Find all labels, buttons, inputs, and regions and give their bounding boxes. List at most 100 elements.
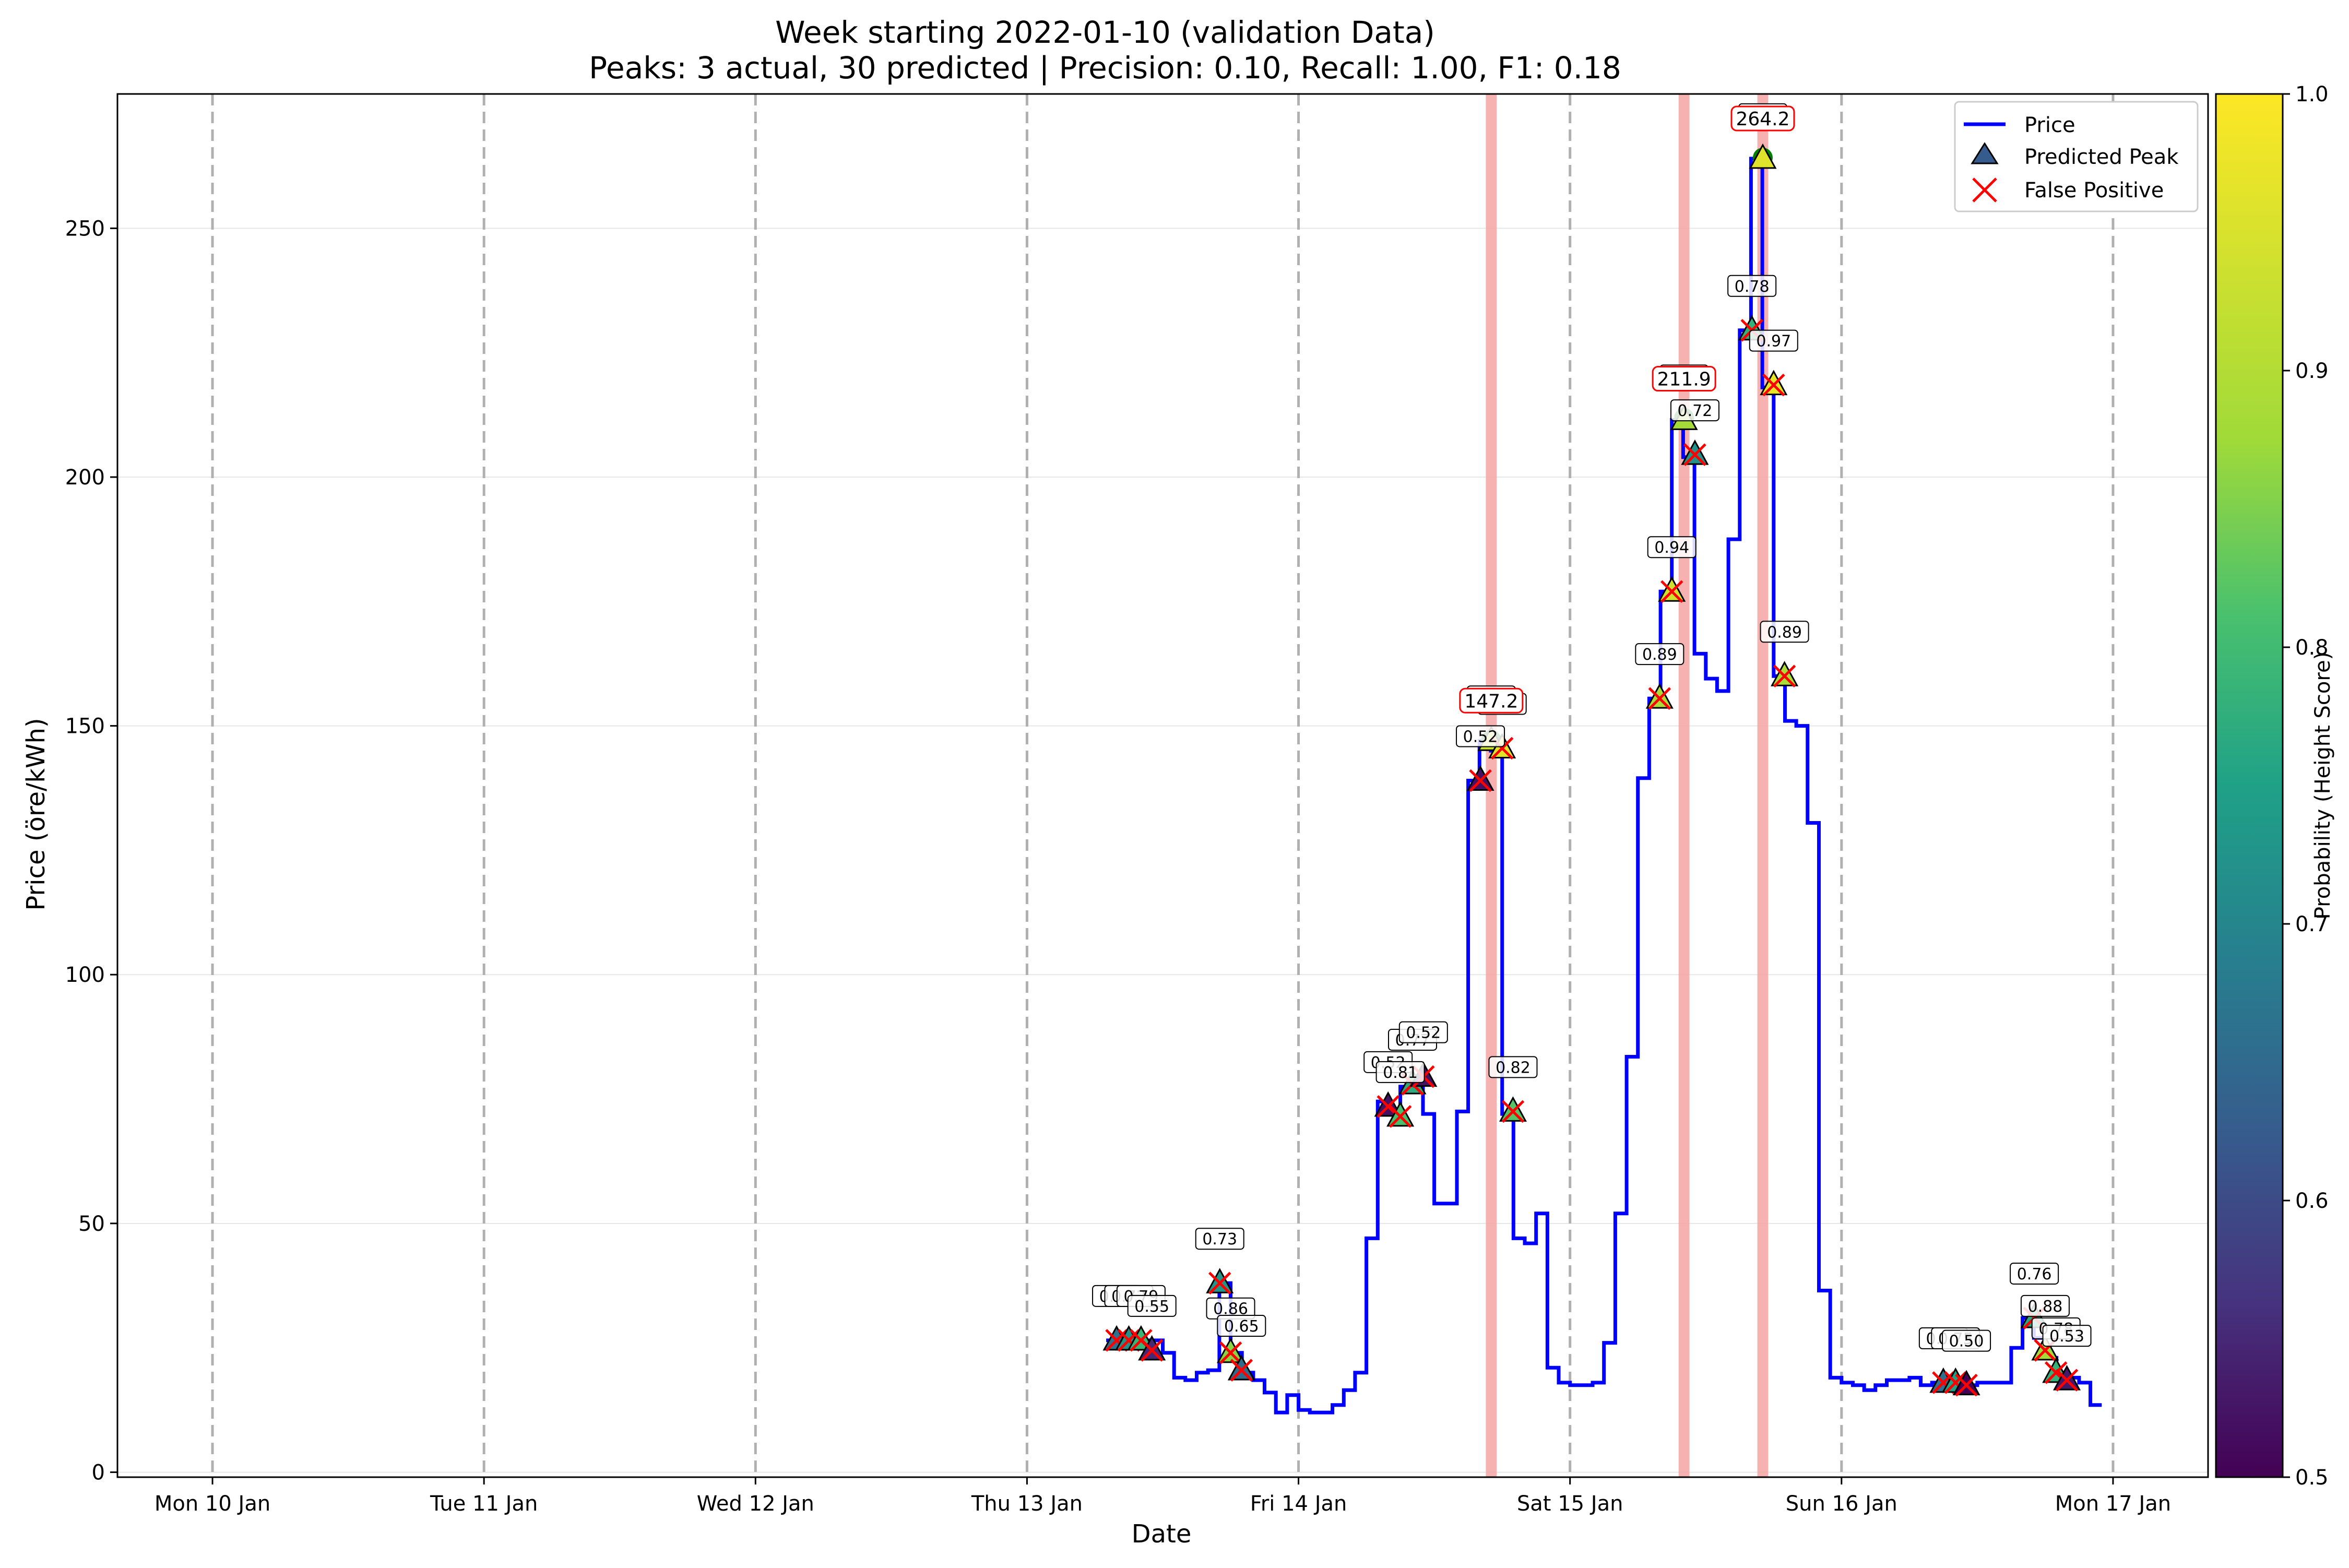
x-tick-label: Mon 17 Jan xyxy=(2055,1492,2171,1516)
legend-predicted-peak-marker xyxy=(1971,142,1999,164)
false-positive-marker xyxy=(1955,1373,1978,1397)
plot-frame xyxy=(116,93,2209,1478)
probability-label: 0.97 xyxy=(1756,332,1791,351)
false-positive-stroke xyxy=(1683,443,1706,466)
y-tick-label: 250 xyxy=(65,217,105,241)
y-tick-label: 150 xyxy=(65,715,105,739)
colorbar-tick-label: 0.9 xyxy=(2295,359,2329,383)
probability-label: 0.50 xyxy=(1949,1333,1984,1351)
probability-label-box xyxy=(2042,1325,2092,1347)
actual-peak-label-box xyxy=(1730,105,1795,132)
false-positive-marker xyxy=(1389,1105,1412,1128)
predicted-peak-marker xyxy=(1749,143,1777,169)
probability-label-box xyxy=(2020,1294,2070,1317)
probability-label-box xyxy=(1635,643,1684,666)
predicted-peak-marker xyxy=(2053,1364,2081,1391)
probability-label: 0.89 xyxy=(1767,623,1802,642)
x-tick-label: Sun 16 Jan xyxy=(1786,1492,1897,1516)
probability-label: 0.52 xyxy=(1463,728,1498,746)
probability-label: 0.72 xyxy=(1678,402,1713,420)
predicted-peak-marker xyxy=(1645,683,1674,709)
probability-label: 0.94 xyxy=(1654,539,1689,557)
legend-box xyxy=(1954,101,2199,212)
colorbar-tick-label: 0.5 xyxy=(2295,1466,2329,1490)
y-tick-label: 50 xyxy=(78,1212,105,1236)
probability-label-box xyxy=(1488,1056,1538,1078)
predicted-peak-marker xyxy=(1771,661,1799,686)
false-positive-stroke xyxy=(1377,1095,1399,1118)
colorbar-tick-label: 0.7 xyxy=(2295,912,2329,936)
legend-predicted-peak-label: Predicted Peak xyxy=(2024,145,2179,169)
false-positive-marker xyxy=(1683,443,1706,466)
predicted-peak-marker xyxy=(1386,1101,1415,1127)
colorbar-gradient xyxy=(2215,93,2284,1478)
colorbar-tick-label: 0.6 xyxy=(2295,1189,2329,1213)
false-positive-marker xyxy=(1660,580,1683,603)
actual-peak-label: 264.2 xyxy=(1736,109,1789,130)
predicted-peak-marker xyxy=(1681,439,1709,465)
predicted-peak-marker xyxy=(1227,1355,1255,1381)
false-positive-stroke xyxy=(1230,1359,1253,1382)
predicted-peak-marker xyxy=(1466,765,1494,791)
false-positive-marker xyxy=(1773,664,1796,688)
false-positive-stroke xyxy=(1660,580,1683,603)
false-positive-stroke xyxy=(2044,1361,2068,1384)
x-tick-label: Thu 13 Jan xyxy=(971,1492,1083,1516)
probability-label-box xyxy=(1195,1228,1244,1250)
probability-label-box xyxy=(1217,1315,1266,1337)
false-positive-marker xyxy=(1230,1359,1253,1382)
probability-label: 0.73 xyxy=(1202,1230,1237,1249)
probability-label-box xyxy=(1375,1061,1425,1083)
predicted-peak-marker xyxy=(1499,1096,1527,1122)
predicted-peak-marker xyxy=(1760,370,1788,396)
chart-title: Week starting 2022-01-10 (validation Dat… xyxy=(775,15,1435,50)
legend-price-label: Price xyxy=(2024,113,2075,137)
price-line xyxy=(1106,157,2102,1415)
probability-label: 0.82 xyxy=(1496,1059,1531,1077)
probability-label-box xyxy=(1670,399,1719,422)
false-positive-stroke xyxy=(1389,1105,1412,1128)
actual-peak-label-box xyxy=(1652,366,1716,392)
probability-label: 0.52 xyxy=(1406,1024,1441,1042)
y-axis-label: Price (öre/kWh) xyxy=(21,718,51,910)
false-positive-stroke xyxy=(1219,1341,1242,1364)
false-positive-stroke xyxy=(1469,769,1492,792)
probability-label-box xyxy=(1942,1329,1991,1352)
false-positive-marker xyxy=(1219,1341,1242,1364)
probability-label-box xyxy=(1647,536,1696,559)
probability-label-box xyxy=(1456,725,1505,747)
probability-label-box xyxy=(1760,621,1809,643)
colorbar-tick-label: 1.0 xyxy=(2295,82,2329,106)
probability-label: 0.81 xyxy=(1383,1064,1418,1082)
false-positive-marker xyxy=(1140,1339,1164,1362)
colorbar-label: Probability (Height Score) xyxy=(2311,652,2335,919)
false-positive-stroke xyxy=(1773,664,1796,688)
probability-label-box xyxy=(1398,1021,1448,1043)
legend-false-positive-marker xyxy=(1972,177,1997,203)
x-tick-label: Fri 14 Jan xyxy=(1250,1492,1347,1516)
colorbar: Probability (Height Score) 0.5 0.6 0.7 0.8 0… xyxy=(2215,82,2335,1490)
false-positive-marker xyxy=(1469,769,1492,792)
probability-label-box xyxy=(1127,1294,1177,1317)
probability-label: 0.53 xyxy=(2049,1327,2084,1346)
predicted-peak-marker xyxy=(1217,1337,1245,1363)
false-positive-stroke xyxy=(1140,1339,1164,1362)
chart-subtitle: Peaks: 3 actual, 30 predicted | Precisio… xyxy=(589,50,1621,86)
x-axis-label: Date xyxy=(1132,1519,1192,1549)
probability-label: 0.89 xyxy=(1642,646,1677,664)
x-tick-label: Wed 12 Jan xyxy=(697,1492,814,1516)
false-positive-stroke xyxy=(1944,1371,1967,1394)
probability-label-box xyxy=(1727,275,1777,297)
probability-label: 0.78 xyxy=(1735,278,1770,296)
y-tick-label: 0 xyxy=(92,1460,105,1484)
legend-false-positive-label: False Positive xyxy=(2024,179,2164,203)
false-positive-stroke xyxy=(1648,687,1671,710)
false-positive-marker xyxy=(1501,1100,1525,1123)
probability-label: 0.55 xyxy=(1134,1298,1169,1316)
probability-label: 0.65 xyxy=(1224,1317,1259,1336)
false-positive-stroke xyxy=(1955,1373,1978,1397)
false-positive-stroke xyxy=(1208,1272,1231,1295)
actual-peak-label-box xyxy=(1459,687,1524,714)
actual-peak-band xyxy=(1678,94,1690,1477)
predicted-peak-marker xyxy=(1138,1335,1166,1361)
